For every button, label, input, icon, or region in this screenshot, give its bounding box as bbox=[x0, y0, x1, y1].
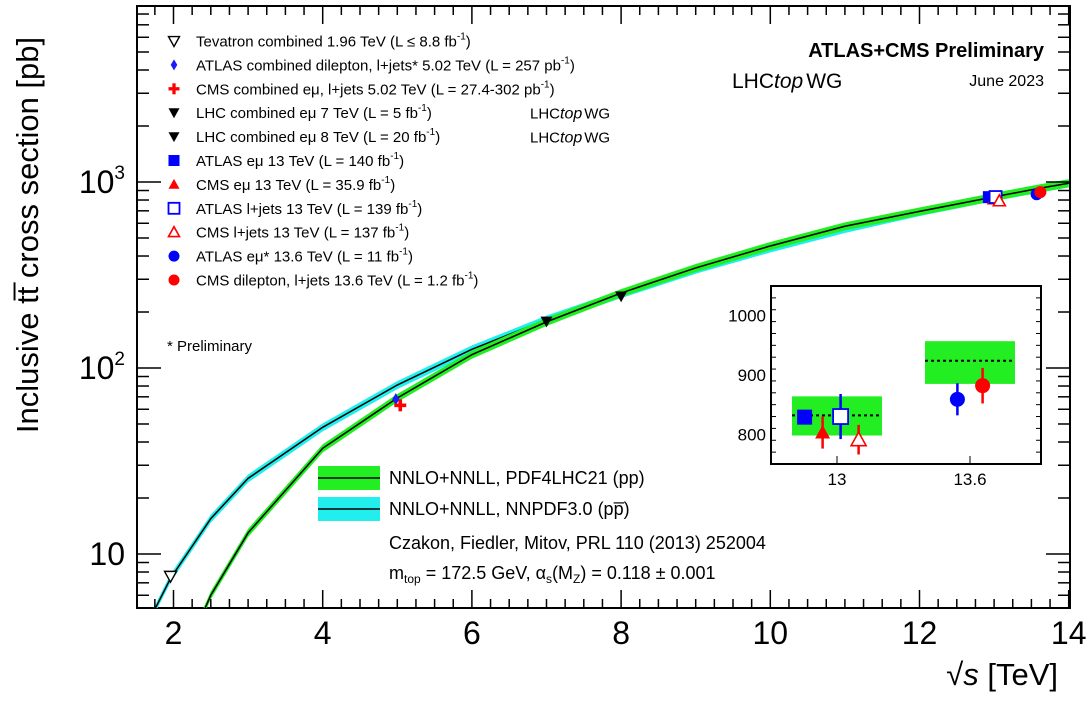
band-legend-label: NNLO+NNLL, NNPDF3.0 (pp̅) bbox=[389, 499, 630, 519]
param-sub-z: Z bbox=[573, 572, 580, 586]
data-points bbox=[163, 186, 1047, 584]
inset-point-2 bbox=[832, 408, 849, 425]
inset-y-tick-label: 800 bbox=[738, 425, 766, 444]
legend-marker bbox=[167, 225, 181, 238]
legend-marker bbox=[168, 155, 180, 166]
legend-marker bbox=[168, 178, 180, 189]
x-tick-label: 14 bbox=[1051, 615, 1087, 651]
axis-ticks: 2 4 6 8 10 12 14 10 102 103 bbox=[79, 6, 1087, 651]
inset-point-5 bbox=[975, 378, 991, 394]
legend-marker bbox=[170, 59, 178, 71]
legend-entry: CMS dilepton, l+jets 13.6 TeV (L = 1.2 f… bbox=[168, 271, 478, 290]
legend-marker bbox=[168, 250, 180, 262]
plot-frame bbox=[136, 5, 1071, 609]
parameters: mtop = 172.5 GeV, αs(MZ) = 0.118 ± 0.001 bbox=[389, 563, 716, 586]
param-sub-s: s bbox=[546, 572, 552, 586]
inset-plot: 800 900 1000 13 13.6 bbox=[728, 285, 1042, 489]
legend-marker bbox=[168, 274, 180, 286]
legend-marker bbox=[167, 35, 181, 48]
legend-text: CMS combined eμ, l+jets 5.02 TeV (L = 27… bbox=[196, 79, 555, 98]
inset-point-1 bbox=[815, 425, 831, 439]
inset-y-tick-label: 900 bbox=[738, 366, 766, 385]
legend-entry: ATLAS eμ 13 TeV (L = 140 fb-1) bbox=[168, 151, 404, 170]
inset-point-0 bbox=[797, 409, 813, 425]
date-label: June 2023 bbox=[969, 73, 1044, 90]
experiment-title: ATLAS+CMS Preliminary bbox=[808, 40, 1045, 62]
y-axis-label: Inclusive tt̅ cross section [pb] bbox=[10, 37, 45, 433]
legend-lhctopwg: LHCtop WG bbox=[530, 130, 610, 147]
x-axis-label-suffix: [TeV] bbox=[979, 657, 1058, 692]
x-tick-label: 2 bbox=[165, 615, 183, 651]
band-legend-label: NNLO+NNLL, PDF4LHC21 (pp) bbox=[389, 468, 645, 488]
legend-text: LHC combined eμ 8 TeV (L = 20 fb-1) bbox=[196, 127, 440, 146]
x-tick-label: 10 bbox=[753, 615, 789, 651]
x-axis-label: √s [TeV] bbox=[946, 657, 1058, 692]
citation: Czakon, Fiedler, Mitov, PRL 110 (2013) 2… bbox=[389, 533, 766, 553]
legend-marker bbox=[168, 83, 180, 95]
legend-entry: CMS combined eμ, l+jets 5.02 TeV (L = 27… bbox=[168, 79, 555, 98]
band-legend-entry: NNLO+NNLL, NNPDF3.0 (pp̅) bbox=[318, 497, 630, 521]
legend-text: LHC combined eμ 7 TeV (L = 5 fb-1) bbox=[196, 103, 432, 122]
inset-x-tick-label: 13 bbox=[828, 470, 847, 489]
x-tick-label: 8 bbox=[612, 615, 630, 651]
legend-text: ATLAS l+jets 13 TeV (L = 139 fb-1) bbox=[196, 199, 422, 218]
param-tail1: (M bbox=[552, 563, 573, 583]
legend-entry: CMS l+jets 13 TeV (L = 137 fb-1) bbox=[167, 223, 409, 242]
data-point-8 bbox=[991, 193, 1007, 207]
legend-text: ATLAS eμ* 13.6 TeV (L = 11 fb-1) bbox=[196, 247, 413, 266]
band-legend: NNLO+NNLL, PDF4LHC21 (pp) NNLO+NNLL, NNPD… bbox=[318, 466, 645, 521]
inset-x-tick-label: 13.6 bbox=[953, 470, 986, 489]
data-point-3 bbox=[540, 316, 553, 328]
legend-entry: ATLAS l+jets 13 TeV (L = 139 fb-1) bbox=[167, 199, 422, 218]
param-m: m bbox=[389, 563, 404, 583]
y-tick-label: 102 bbox=[79, 349, 125, 386]
inset-frame-outline bbox=[770, 285, 1042, 465]
legend-marker bbox=[168, 132, 180, 143]
x-tick-label: 12 bbox=[902, 615, 938, 651]
x-tick-label: 4 bbox=[314, 615, 332, 651]
inset-y-tick-label: 1000 bbox=[728, 307, 766, 326]
legend-entry: ATLAS eμ* 13.6 TeV (L = 11 fb-1) bbox=[168, 247, 413, 266]
lhctopwg-wg: WG bbox=[806, 70, 842, 93]
x-axis-label-prefix: √s bbox=[946, 657, 979, 692]
legend-entry: CMS eμ 13 TeV (L = 35.9 fb-1) bbox=[168, 175, 395, 194]
param-sub-top: top bbox=[404, 572, 421, 586]
legend-text: ATLAS combined dilepton, l+jets* 5.02 Te… bbox=[196, 55, 575, 74]
y-tick-label: 10 bbox=[89, 536, 125, 572]
legend-marker bbox=[168, 108, 180, 119]
marker-legend: Tevatron combined 1.96 TeV (L ≤ 8.8 fb-1… bbox=[167, 32, 610, 290]
data-point-1 bbox=[392, 393, 400, 406]
legend-entry: ATLAS combined dilepton, l+jets* 5.02 Te… bbox=[170, 55, 575, 74]
data-point-10 bbox=[1034, 186, 1047, 199]
legend-entry: Tevatron combined 1.96 TeV (L ≤ 8.8 fb-1… bbox=[167, 32, 471, 51]
legend-text: CMS dilepton, l+jets 13.6 TeV (L = 1.2 f… bbox=[196, 271, 478, 290]
inset-point-4 bbox=[949, 391, 965, 407]
data-point-4 bbox=[615, 291, 628, 303]
lhctopwg-pre: LHC bbox=[732, 70, 774, 93]
legend-entry: LHC combined eμ 7 TeV (L = 5 fb-1) LHCtop… bbox=[168, 103, 610, 123]
data-point-2 bbox=[394, 399, 407, 412]
legend-text: Tevatron combined 1.96 TeV (L ≤ 8.8 fb-1… bbox=[196, 32, 471, 51]
x-tick-label: 6 bbox=[463, 615, 481, 651]
param-tail2: ) = 0.118 ± 0.001 bbox=[580, 563, 715, 583]
legend-text: ATLAS eμ 13 TeV (L = 140 fb-1) bbox=[196, 151, 404, 170]
preliminary-note: * Preliminary bbox=[167, 338, 253, 355]
legend-lhctopwg: LHCtop WG bbox=[530, 106, 610, 123]
band-legend-entry: NNLO+NNLL, PDF4LHC21 (pp) bbox=[318, 466, 645, 490]
y-tick-label: 103 bbox=[79, 163, 125, 200]
legend-text: CMS eμ 13 TeV (L = 35.9 fb-1) bbox=[196, 175, 395, 194]
legend-entry: LHC combined eμ 8 TeV (L = 20 fb-1) LHCto… bbox=[168, 127, 610, 147]
legend-marker bbox=[167, 201, 181, 215]
lhctopwg-top: top bbox=[774, 70, 803, 93]
lhctopwg-label: LHCtop WG bbox=[732, 70, 842, 93]
data-point-0 bbox=[163, 570, 178, 584]
inset-theory-band bbox=[925, 341, 1015, 384]
param-mid: = 172.5 GeV, α bbox=[421, 563, 546, 583]
inset-point-3 bbox=[849, 430, 868, 447]
legend-text: CMS l+jets 13 TeV (L = 137 fb-1) bbox=[196, 223, 409, 242]
